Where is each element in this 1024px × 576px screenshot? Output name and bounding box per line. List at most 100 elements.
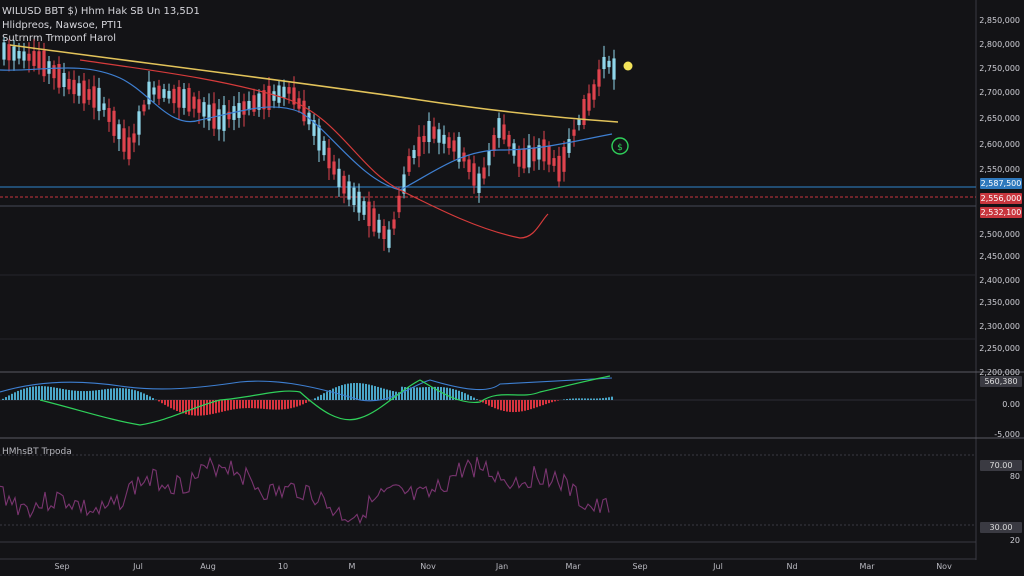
macd-zero-label: 0.00 xyxy=(1002,400,1020,409)
macd-bar xyxy=(482,400,484,403)
macd-bar xyxy=(188,400,190,415)
macd-bar xyxy=(329,390,331,400)
candle-body xyxy=(77,83,81,96)
macd-bar xyxy=(503,400,505,412)
candle-body xyxy=(452,140,456,152)
macd-bar xyxy=(11,393,13,400)
candle-body xyxy=(237,103,241,118)
macd-bar xyxy=(377,386,379,400)
candle-body xyxy=(257,93,261,110)
macd-bar xyxy=(584,398,586,400)
macd-bar xyxy=(383,388,385,400)
candle-body xyxy=(347,181,351,200)
candle-body xyxy=(362,201,366,215)
candle-body xyxy=(72,79,76,95)
macd-bar xyxy=(302,400,304,405)
symbol-title: WILUSD BBT $) Hhm Hak SB Un 13,5D1 xyxy=(2,6,200,17)
macd-bar xyxy=(473,397,475,400)
macd-bar xyxy=(68,389,70,400)
candle-body xyxy=(542,139,546,162)
candle-body xyxy=(97,87,101,112)
macd-bar xyxy=(344,384,346,400)
macd-bar xyxy=(281,400,283,410)
candle-body xyxy=(147,81,151,105)
macd-low-label: -5,000 xyxy=(994,430,1020,439)
candle-body xyxy=(92,86,96,108)
candle-body xyxy=(197,99,201,113)
candle-body xyxy=(552,158,556,166)
candle-body xyxy=(227,111,231,120)
macd-bar xyxy=(464,393,466,400)
macd-bar xyxy=(266,400,268,410)
candle-body xyxy=(582,99,586,125)
candle-body xyxy=(492,135,496,151)
candle-body xyxy=(612,58,616,80)
macd-bar xyxy=(74,390,76,400)
macd-bar xyxy=(497,400,499,410)
macd-bar xyxy=(521,400,523,412)
macd-bar xyxy=(287,400,289,409)
price-axis-label: 2,400,000 xyxy=(979,276,1020,285)
candle-body xyxy=(17,50,21,59)
candle-body xyxy=(132,133,136,143)
macd-bar xyxy=(446,387,448,400)
macd-bar xyxy=(356,382,358,400)
macd-bar xyxy=(467,394,469,400)
macd-bar xyxy=(251,400,253,409)
price-axis-label: 2,700,000 xyxy=(979,88,1020,97)
candle-body xyxy=(422,135,426,143)
macd-signal-line xyxy=(0,377,613,402)
time-axis-label: Mar xyxy=(859,562,875,571)
macd-bar xyxy=(104,389,106,400)
time-axis-label: Jul xyxy=(713,562,723,571)
candle-body xyxy=(7,44,11,61)
signal-dot-icon xyxy=(623,61,633,71)
macd-bar xyxy=(524,400,526,411)
candle-body xyxy=(537,145,541,160)
macd-bar xyxy=(293,400,295,408)
macd-bar xyxy=(2,398,4,400)
macd-bar xyxy=(134,390,136,400)
candle-body xyxy=(57,63,61,88)
price-axis-label: 2,450,000 xyxy=(979,252,1020,261)
macd-bar xyxy=(533,400,535,409)
price-axis-label: 2,250,000 xyxy=(979,344,1020,353)
macd-bar xyxy=(80,391,82,400)
candle-body xyxy=(477,173,481,193)
macd-bar xyxy=(368,384,370,400)
macd-bar xyxy=(137,391,139,400)
macd-bar xyxy=(380,387,382,400)
macd-bar xyxy=(224,400,226,412)
candle-body xyxy=(267,85,271,110)
candle-body xyxy=(317,125,321,151)
macd-bar xyxy=(374,386,376,400)
macd-bar xyxy=(8,395,10,400)
candle-body xyxy=(272,91,276,101)
ma-red-line xyxy=(79,59,549,239)
candle-body xyxy=(502,124,506,140)
macd-bar xyxy=(554,400,556,402)
candle-body xyxy=(342,175,346,194)
candle-body xyxy=(562,146,566,172)
macd-bar xyxy=(200,400,202,416)
macd-bar xyxy=(239,400,241,409)
candle-body xyxy=(282,86,286,98)
price-axis-label: 2,750,000 xyxy=(979,64,1020,73)
macd-bar xyxy=(413,387,415,400)
candle-body xyxy=(602,56,606,70)
candle-body xyxy=(432,126,436,139)
candle-body xyxy=(507,134,511,147)
ma-blue-line xyxy=(0,67,613,191)
macd-bar xyxy=(317,396,319,400)
macd-bar xyxy=(50,386,52,400)
candle-body xyxy=(412,150,416,158)
macd-bar xyxy=(152,398,154,400)
macd-bar xyxy=(479,400,481,401)
macd-bar xyxy=(125,388,127,400)
price-axis-label: 2,200,000 xyxy=(979,368,1020,377)
candle-body xyxy=(157,85,161,99)
macd-bar xyxy=(320,394,322,400)
macd-bar xyxy=(476,399,478,400)
macd-bar xyxy=(494,400,496,409)
